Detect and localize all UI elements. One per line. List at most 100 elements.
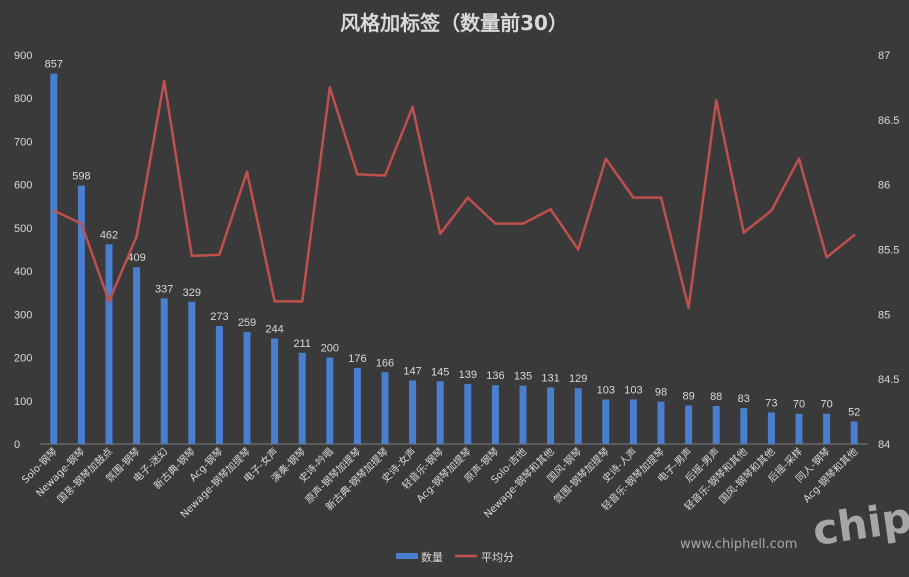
- bar-value-label: 166: [376, 357, 394, 369]
- bar: [133, 267, 141, 444]
- bar-value-label: 73: [765, 397, 777, 409]
- average-point: [632, 196, 635, 199]
- left-tick-label: 400: [14, 266, 32, 278]
- bar-value-label: 89: [682, 391, 694, 403]
- right-axis: 84 84.5 85 85.5 86 86.5 87: [878, 50, 899, 451]
- bar-value-label: 200: [321, 343, 339, 355]
- left-tick-label: 500: [14, 223, 32, 235]
- bar-series: [50, 73, 858, 444]
- average-point: [466, 196, 469, 199]
- bar-value-label: 329: [183, 287, 201, 299]
- average-point: [328, 86, 331, 89]
- line-series: [52, 79, 856, 310]
- average-point: [797, 157, 801, 160]
- average-point: [411, 105, 414, 109]
- bar-value-label: 211: [293, 338, 311, 350]
- watermark: www.chiphell.com chip hell: [680, 478, 909, 555]
- bar: [795, 413, 803, 444]
- average-point: [218, 253, 221, 256]
- watermark-url: www.chiphell.com: [680, 537, 797, 552]
- bar-value-label: 244: [265, 324, 283, 336]
- average-point: [245, 170, 249, 173]
- bar-value-label: 52: [848, 407, 860, 419]
- bar: [409, 380, 417, 444]
- left-tick-label: 900: [14, 50, 32, 62]
- bar-value-label: 857: [45, 59, 63, 71]
- bar: [381, 372, 389, 444]
- bar: [188, 301, 196, 444]
- bar-value-label: 131: [541, 372, 559, 384]
- bar-value-label: 136: [486, 370, 504, 382]
- bar: [602, 399, 610, 444]
- average-point: [770, 209, 773, 212]
- left-tick-label: 200: [14, 353, 32, 365]
- average-point: [80, 222, 83, 225]
- bar-value-label: 139: [459, 369, 477, 381]
- bar: [547, 387, 555, 444]
- bar-value-label: 462: [100, 229, 118, 241]
- right-tick-label: 84: [878, 439, 890, 451]
- bar: [685, 405, 693, 444]
- average-point: [190, 254, 193, 258]
- right-tick-label: 85: [878, 309, 890, 321]
- bar-value-label: 103: [597, 384, 615, 396]
- bar: [740, 408, 748, 444]
- bar: [850, 421, 858, 444]
- bar: [353, 367, 361, 444]
- average-point: [577, 248, 580, 251]
- bar-value-label: 88: [710, 391, 722, 403]
- average-point: [521, 222, 525, 225]
- bar: [77, 185, 85, 444]
- average-point: [163, 79, 166, 83]
- right-tick-label: 86: [878, 180, 890, 192]
- bar-value-label: 259: [238, 317, 256, 329]
- left-tick-label: 800: [14, 93, 32, 105]
- legend-label-count: 数量: [421, 551, 443, 564]
- bar: [215, 326, 223, 444]
- average-point: [301, 300, 304, 303]
- right-tick-label: 87: [878, 50, 890, 62]
- left-tick-label: 700: [14, 136, 32, 148]
- bar: [574, 388, 582, 444]
- average-point: [383, 174, 387, 177]
- legend: 数量 平均分: [396, 551, 514, 564]
- bar-value-label: 273: [210, 311, 228, 323]
- right-tick-label: 86.5: [878, 115, 899, 127]
- bar: [160, 298, 168, 444]
- average-point: [273, 300, 276, 303]
- bar-value-label: 145: [431, 366, 449, 378]
- average-point: [659, 196, 663, 199]
- bar: [105, 244, 113, 444]
- left-tick-label: 0: [14, 439, 20, 451]
- average-point: [687, 306, 690, 310]
- average-point: [107, 300, 111, 303]
- bar-value-label: 337: [155, 283, 173, 295]
- watermark-logo: chip hell: [810, 478, 909, 555]
- bar: [712, 405, 720, 444]
- bar-value-label: 129: [569, 373, 587, 385]
- bar: [436, 381, 444, 444]
- bar: [767, 412, 775, 444]
- bar: [326, 357, 334, 444]
- average-point: [494, 222, 497, 225]
- bar-value-label: 147: [403, 365, 421, 377]
- chart-title: 风格加标签（数量前30）: [340, 11, 568, 35]
- bar-value-label: 103: [624, 384, 642, 396]
- average-point: [825, 256, 828, 259]
- average-point: [135, 235, 138, 238]
- bar-value-label: 176: [348, 353, 366, 365]
- bar-value-label: 135: [514, 371, 532, 383]
- bar: [657, 401, 665, 444]
- bar: [298, 352, 306, 444]
- bar: [823, 413, 831, 444]
- bar: [629, 399, 637, 444]
- bar: [519, 385, 527, 444]
- left-axis: 0 100 200 300 400 500 600 700 800 900: [14, 50, 32, 451]
- bar-value-label: 98: [655, 387, 667, 399]
- right-tick-label: 85.5: [878, 245, 899, 257]
- bar-value-label: 70: [793, 399, 805, 411]
- legend-label-average: 平均分: [481, 551, 514, 564]
- average-point: [715, 99, 718, 102]
- bar-value-label: 598: [72, 171, 90, 183]
- bar: [271, 338, 279, 444]
